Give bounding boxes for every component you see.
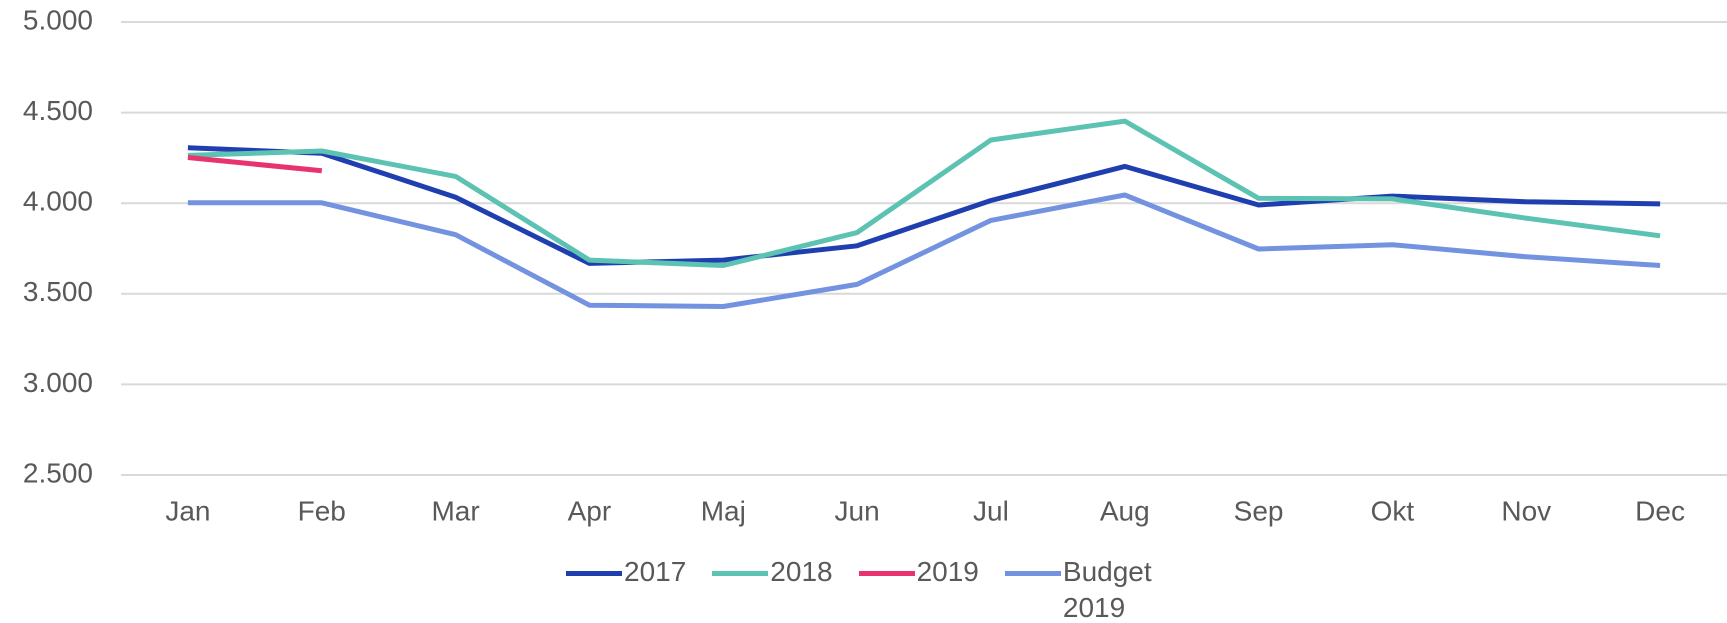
series-line — [187, 145, 1661, 266]
x-tick-label: Sep — [1234, 495, 1284, 526]
x-tick-label: Aug — [1100, 495, 1150, 526]
x-tick-label: Mar — [431, 495, 479, 526]
x-tick-label: Jan — [165, 495, 210, 526]
x-tick-label: Nov — [1501, 495, 1551, 526]
x-tick-label: Apr — [568, 495, 612, 526]
x-tick-label: Jul — [973, 495, 1009, 526]
y-tick-label: 2.500 — [23, 457, 93, 488]
series-line — [187, 192, 1661, 309]
legend-label: Budget 2019 — [1062, 556, 1152, 623]
legend-swatch — [566, 571, 622, 576]
series-line — [187, 118, 1661, 268]
legend-item: 2018 — [712, 554, 833, 590]
y-tick-label: 3.000 — [23, 367, 93, 398]
legend-label: 2017 — [624, 556, 687, 587]
y-tick-label: 4.500 — [23, 95, 93, 126]
legend-item: Budget 2019 — [1004, 554, 1173, 623]
legend-swatch — [858, 571, 915, 576]
legend-swatch — [712, 571, 769, 576]
legend-item: 2019 — [858, 554, 979, 590]
y-tick-label: 3.500 — [23, 276, 93, 307]
x-tick-label: Okt — [1371, 495, 1415, 526]
x-tick-label: Jun — [835, 495, 880, 526]
legend-label: 2018 — [770, 556, 833, 587]
legend-item: 2017 — [566, 554, 686, 590]
legend-swatch — [1004, 571, 1061, 576]
y-tick-label: 5.000 — [23, 4, 93, 35]
x-tick-label: Dec — [1635, 495, 1685, 526]
legend: 2017 2018 2019 Budget 2019 — [566, 554, 1199, 623]
legend-label: 2019 — [916, 556, 979, 587]
y-tick-label: 4.000 — [23, 186, 93, 217]
series-line — [187, 155, 323, 174]
x-tick-label: Maj — [701, 495, 746, 526]
x-tick-label: Feb — [298, 495, 346, 526]
